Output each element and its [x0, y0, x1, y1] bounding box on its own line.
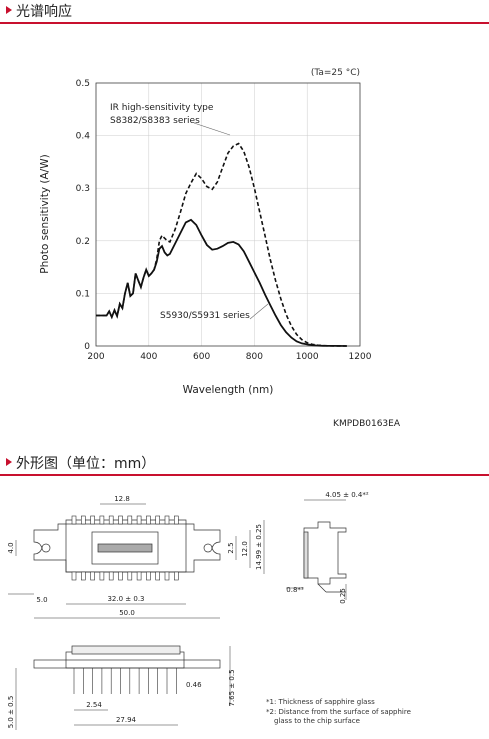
series-label-ir-line1: IR high-sensitivity type	[110, 103, 214, 113]
pin-bottom	[90, 571, 95, 581]
dim-5-0v: 5.0 ± 0.5	[7, 696, 15, 729]
x-tick-label: 1200	[349, 352, 372, 362]
dim-2-54: 2.54	[86, 701, 102, 709]
y-tick-label: 0.2	[76, 237, 90, 247]
dim-12-0: 12.0	[241, 541, 249, 557]
pin-bottom	[127, 571, 133, 581]
pin-top	[99, 515, 105, 525]
dim-27-94: 27.94	[116, 716, 137, 724]
y-axis-label: Photo sensitivity (A/W)	[39, 154, 51, 273]
pin-bottom	[174, 571, 179, 581]
pin-bottom	[71, 571, 77, 581]
x-tick-label: 800	[246, 352, 263, 362]
section-title-spectral: 光谱响应	[16, 4, 72, 20]
dim-4-05: 4.05 ± 0.4*²	[325, 491, 369, 499]
series-label-s5930: S5930/S5931 series	[160, 311, 250, 321]
pin-bottom	[164, 571, 170, 581]
dim-2-5: 2.5	[227, 542, 235, 553]
header-rule	[0, 22, 489, 24]
bullet-triangle-icon	[6, 6, 12, 14]
condition-label: (Ta=25 °C)	[311, 68, 360, 78]
pin-top	[118, 515, 123, 525]
package-body	[65, 523, 187, 573]
pin-top	[90, 515, 95, 525]
pin-bottom	[99, 571, 105, 581]
note-1: *1: Thickness of sapphire glass	[266, 698, 375, 706]
pin-bottom	[136, 571, 142, 581]
y-tick-label: 0.3	[76, 184, 90, 194]
pin-top	[174, 515, 179, 525]
pin-top	[108, 515, 114, 525]
x-tick-label: 600	[193, 352, 210, 362]
front-pins	[73, 668, 177, 694]
dim-32-0: 32.0 ± 0.3	[107, 595, 144, 603]
pin-top	[81, 515, 86, 525]
pin-top	[164, 515, 170, 525]
dim-5-0: 5.0	[36, 596, 47, 604]
leader-ir	[193, 122, 231, 136]
section-header-outline: 外形图（单位：mm）	[0, 452, 489, 476]
pins-bottom	[71, 571, 179, 581]
dim-4-0: 4.0	[7, 542, 15, 553]
dim-12-8: 12.8	[114, 495, 130, 503]
pin-top	[155, 515, 160, 525]
section-header-spectral: 光谱响应	[0, 0, 489, 24]
x-tick-label: 1000	[296, 352, 319, 362]
x-tick-label: 400	[140, 352, 157, 362]
pin-bottom	[146, 571, 151, 581]
y-ticks: 0 0.1 0.2 0.3 0.4 0.5	[76, 79, 91, 352]
chart-code: KMPDB0163EA	[333, 419, 401, 429]
pin-bottom	[108, 571, 114, 581]
plot-frame	[95, 82, 361, 347]
pin-top	[136, 515, 142, 525]
dim-0-46: 0.46	[186, 681, 202, 689]
y-tick-label: 0.5	[76, 79, 90, 89]
pin-top	[127, 515, 133, 525]
leader-s5930	[249, 303, 269, 320]
spectral-response-chart: 200 400 600 800 1000 1200 0 0.1 0.2 0.3 0.4 0.5 (T…	[39, 68, 401, 429]
x-ticks: 200 400 600 800 1000 1200	[87, 352, 371, 362]
pin-top	[71, 515, 77, 525]
note-2b: glass to the chip surface	[274, 717, 360, 725]
dim-0-8: 0.8*¹	[286, 586, 304, 594]
side-view	[303, 521, 347, 593]
series-label-ir-line2: S8382/S8383 series	[110, 116, 200, 126]
window-frame	[91, 531, 159, 565]
y-tick-label: 0.1	[76, 289, 90, 299]
section-title-outline: 外形图（单位：mm）	[16, 456, 156, 472]
series-line-s5930	[96, 218, 347, 347]
header-rule	[0, 474, 489, 476]
note-2a: *2: Distance from the surface of sapphir…	[266, 708, 411, 716]
y-tick-label: 0.4	[76, 132, 91, 142]
x-tick-label: 200	[87, 352, 104, 362]
dimensional-drawing: 12.8 5.0 32.0 ± 0.3 50.0 2.5 12.0 14.99 …	[7, 491, 369, 730]
dim-7-65: 7.65 ± 0.5	[228, 669, 236, 706]
pin-bottom	[155, 571, 160, 581]
sensor-chip	[97, 543, 153, 553]
mount-hole-left	[41, 543, 51, 553]
dim-0-25: 0.25	[339, 588, 347, 604]
y-tick-label: 0	[84, 342, 90, 352]
pin-bottom	[81, 571, 86, 581]
pin-top	[146, 515, 151, 525]
mount-hole-right	[203, 543, 213, 553]
front-view	[33, 645, 221, 669]
x-axis-label: Wavelength (nm)	[183, 384, 274, 396]
bullet-triangle-icon	[6, 458, 12, 466]
pins-top	[71, 515, 179, 525]
pin-bottom	[118, 571, 123, 581]
dim-14-99: 14.99 ± 0.25	[255, 524, 263, 570]
dim-50-0: 50.0	[119, 609, 135, 617]
